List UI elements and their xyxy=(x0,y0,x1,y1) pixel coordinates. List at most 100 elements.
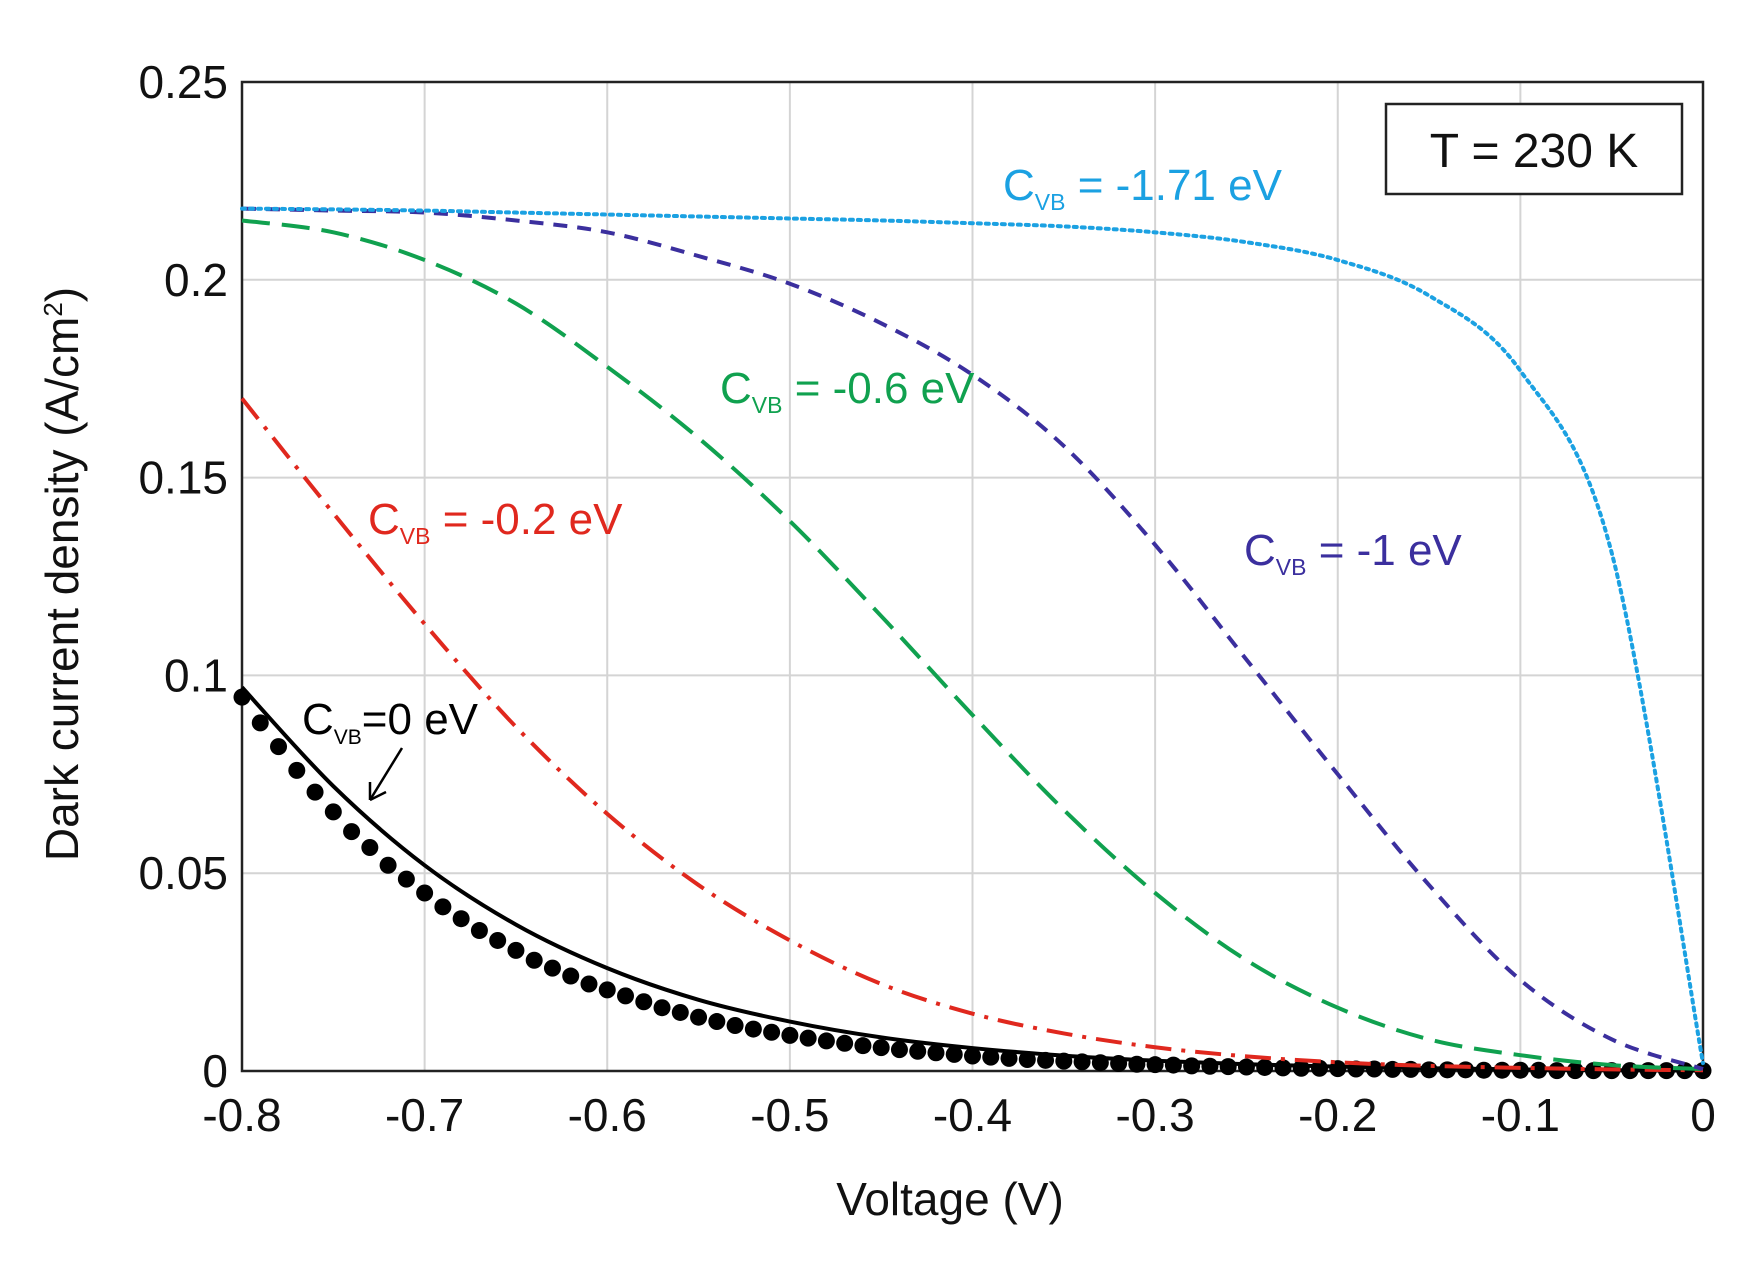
data-point xyxy=(288,761,306,779)
x-tick-label: 0 xyxy=(1690,1089,1716,1141)
data-point xyxy=(708,1013,726,1031)
data-point xyxy=(1219,1058,1237,1076)
data-point xyxy=(909,1042,927,1060)
data-point xyxy=(890,1041,908,1059)
temperature-label: T = 230 K xyxy=(1430,125,1639,178)
series-layer xyxy=(233,206,1712,1080)
data-point xyxy=(927,1044,945,1062)
x-tick-label: -0.6 xyxy=(568,1089,647,1141)
data-point xyxy=(1183,1057,1201,1075)
data-point xyxy=(324,803,342,821)
arrow-head xyxy=(368,782,387,802)
series-line-5 xyxy=(240,206,1705,1066)
data-point xyxy=(836,1034,854,1052)
data-point xyxy=(617,987,635,1005)
y-tick-label: 0.2 xyxy=(164,254,228,306)
x-tick-label: -0.4 xyxy=(933,1089,1012,1141)
y-tick-label: 0.1 xyxy=(164,649,228,701)
series-label-5: CVB = -1.71 eV xyxy=(1003,161,1283,215)
data-point xyxy=(1457,1061,1475,1079)
data-point xyxy=(1530,1061,1548,1079)
x-tick-label: -0.1 xyxy=(1481,1089,1560,1141)
data-point xyxy=(470,922,488,940)
data-point xyxy=(1329,1060,1347,1078)
data-point xyxy=(251,714,269,732)
data-point xyxy=(1201,1057,1219,1075)
data-point xyxy=(982,1048,1000,1066)
data-point xyxy=(1164,1056,1182,1074)
data-point xyxy=(1566,1062,1584,1080)
data-point xyxy=(1256,1058,1274,1076)
temperature-box: T = 230 K xyxy=(1384,102,1684,196)
data-point xyxy=(1055,1052,1073,1070)
data-point xyxy=(872,1039,890,1057)
arrow-shaft xyxy=(368,747,404,801)
grid-lines xyxy=(241,81,1704,1072)
y-tick-label: 0.25 xyxy=(138,56,228,108)
data-point xyxy=(1146,1056,1164,1074)
series-label-4: CVB = -1 eV xyxy=(1244,526,1462,580)
y-tick-labels: 0 0.05 0.1 0.15 0.2 0.25 xyxy=(138,56,228,1097)
data-point xyxy=(671,1003,689,1021)
data-point xyxy=(543,959,561,977)
data-point xyxy=(1128,1055,1146,1073)
x-tick-label: -0.8 xyxy=(202,1089,281,1141)
data-point xyxy=(489,931,507,949)
data-point xyxy=(817,1032,835,1050)
series-labels: CVB=0 eV CVB = -0.2 eV CVB = -0.6 eV CVB = … xyxy=(302,161,1462,749)
data-point xyxy=(1237,1058,1255,1076)
x-axis-title: Voltage (V) xyxy=(836,1173,1064,1225)
series-line-2 xyxy=(240,397,1704,1073)
y-tick-label: 0.05 xyxy=(138,847,228,899)
data-point xyxy=(1292,1059,1310,1077)
data-point xyxy=(726,1017,744,1035)
plot-frame xyxy=(240,80,1705,1073)
data-point xyxy=(1073,1053,1091,1071)
data-point xyxy=(763,1023,781,1041)
series-label-3: CVB = -0.6 eV xyxy=(720,364,975,418)
data-point xyxy=(854,1037,872,1055)
data-point xyxy=(781,1026,799,1044)
data-point xyxy=(1493,1061,1511,1079)
data-point xyxy=(744,1020,762,1038)
series-label-0: CVB=0 eV xyxy=(302,695,479,749)
x-tick-labels: -0.8 -0.7 -0.6 -0.5 -0.4 -0.3 -0.2 -0.1 0 xyxy=(202,1089,1715,1141)
data-point xyxy=(1310,1059,1328,1077)
data-point xyxy=(1000,1049,1018,1067)
data-point xyxy=(580,975,598,993)
data-point xyxy=(598,981,616,999)
data-point xyxy=(306,783,324,801)
y-axis-title: Dark current density (A/cm2) xyxy=(36,287,88,861)
x-tick-label: -0.2 xyxy=(1298,1089,1377,1141)
series-label-2: CVB = -0.2 eV xyxy=(368,495,623,549)
data-point xyxy=(635,993,653,1011)
y-tick-label: 0 xyxy=(202,1045,228,1097)
data-point xyxy=(1037,1051,1055,1069)
data-point xyxy=(945,1045,963,1063)
data-point xyxy=(361,838,379,856)
data-point xyxy=(1475,1061,1493,1079)
data-point xyxy=(397,870,415,888)
x-tick-label: -0.3 xyxy=(1115,1089,1194,1141)
data-point xyxy=(964,1047,981,1065)
y-axis-title-superscript: 2 xyxy=(38,302,68,316)
series-line-4 xyxy=(241,206,1704,1071)
data-point xyxy=(1274,1059,1292,1077)
data-point xyxy=(379,856,397,874)
data-point xyxy=(653,999,671,1017)
data-point xyxy=(434,898,452,916)
data-point xyxy=(1548,1062,1566,1080)
data-point xyxy=(562,967,580,985)
data-point xyxy=(1420,1061,1438,1079)
data-point xyxy=(690,1008,708,1026)
data-point xyxy=(452,910,470,928)
x-tick-label: -0.5 xyxy=(750,1089,829,1141)
data-point xyxy=(343,823,361,841)
data-point xyxy=(416,884,434,902)
data-point xyxy=(233,688,251,706)
data-point xyxy=(1091,1054,1109,1072)
data-point xyxy=(1438,1061,1456,1079)
data-point xyxy=(1511,1061,1529,1079)
series-line-3 xyxy=(241,218,1704,1072)
